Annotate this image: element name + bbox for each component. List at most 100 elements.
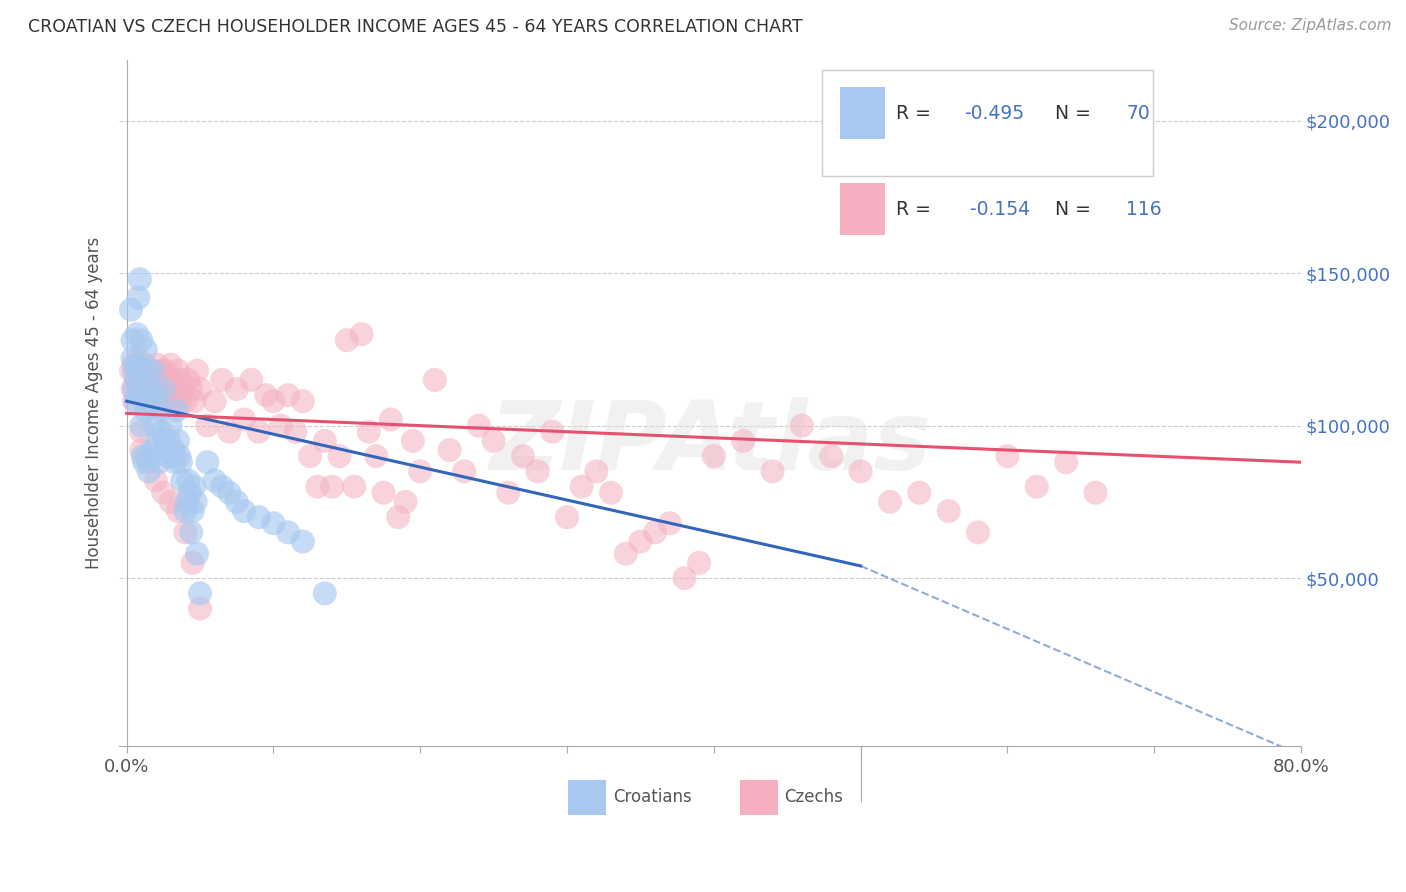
Point	[1054, 455, 1077, 469]
Point	[149, 382, 172, 396]
Point	[138, 464, 160, 478]
Point	[179, 485, 201, 500]
Point	[138, 455, 160, 469]
Point	[136, 394, 159, 409]
Point	[136, 449, 159, 463]
Point	[143, 382, 166, 396]
Point	[938, 504, 960, 518]
Point	[614, 547, 637, 561]
Point	[184, 495, 207, 509]
Point	[180, 382, 202, 396]
Point	[170, 373, 193, 387]
Point	[498, 485, 520, 500]
Point	[136, 364, 159, 378]
Point	[181, 504, 204, 518]
Point	[125, 364, 148, 378]
Point	[571, 480, 593, 494]
Point	[387, 510, 409, 524]
Point	[124, 373, 146, 387]
Point	[160, 382, 183, 396]
FancyBboxPatch shape	[841, 87, 884, 138]
Point	[143, 418, 166, 433]
Point	[159, 418, 181, 433]
Point	[233, 412, 256, 426]
Point	[967, 525, 990, 540]
Point	[122, 364, 145, 378]
Point	[149, 403, 172, 417]
Point	[139, 382, 162, 396]
Point	[254, 388, 277, 402]
Point	[165, 373, 187, 387]
Point	[166, 403, 188, 417]
Point	[127, 291, 149, 305]
Point	[366, 449, 388, 463]
Point	[120, 364, 142, 378]
Point	[159, 358, 181, 372]
Point	[177, 474, 200, 488]
Point	[600, 485, 623, 500]
Point	[134, 455, 156, 469]
Point	[174, 394, 197, 409]
Point	[156, 449, 179, 463]
FancyBboxPatch shape	[740, 780, 778, 814]
Point	[585, 464, 607, 478]
Point	[129, 373, 152, 387]
Point	[299, 449, 322, 463]
Point	[284, 425, 307, 439]
Point	[658, 516, 681, 531]
Point	[247, 425, 270, 439]
Point	[644, 525, 666, 540]
Point	[125, 373, 148, 387]
FancyBboxPatch shape	[568, 780, 606, 814]
Point	[790, 418, 813, 433]
Point	[122, 382, 145, 396]
Point	[135, 358, 157, 372]
Point	[134, 382, 156, 396]
Point	[343, 480, 366, 494]
Point	[125, 327, 148, 342]
Text: -0.495: -0.495	[965, 103, 1025, 122]
Point	[141, 394, 163, 409]
Point	[908, 485, 931, 500]
Text: ZIPAtlas: ZIPAtlas	[489, 398, 931, 491]
Point	[138, 394, 160, 409]
Point	[170, 455, 193, 469]
Point	[128, 388, 150, 402]
Point	[172, 382, 194, 396]
Point	[166, 388, 188, 402]
Point	[555, 510, 578, 524]
Text: Source: ZipAtlas.com: Source: ZipAtlas.com	[1229, 18, 1392, 33]
Point	[211, 480, 233, 494]
Point	[122, 358, 145, 372]
Point	[373, 485, 395, 500]
Point	[225, 495, 247, 509]
Point	[188, 382, 211, 396]
Point	[673, 571, 696, 585]
Point	[176, 495, 198, 509]
Point	[350, 327, 373, 342]
Point	[195, 418, 218, 433]
Point	[145, 474, 167, 488]
Text: R =: R =	[896, 103, 936, 122]
Point	[156, 373, 179, 387]
Point	[167, 434, 190, 448]
Point	[121, 351, 143, 366]
Point	[146, 358, 169, 372]
Point	[128, 382, 150, 396]
Point	[225, 382, 247, 396]
Point	[186, 364, 208, 378]
Point	[628, 534, 651, 549]
Point	[150, 425, 173, 439]
Point	[307, 480, 329, 494]
Point	[204, 394, 226, 409]
Point	[138, 373, 160, 387]
Point	[129, 418, 152, 433]
Point	[703, 449, 725, 463]
Point	[169, 449, 191, 463]
Point	[135, 343, 157, 357]
Point	[314, 434, 336, 448]
Point	[270, 418, 292, 433]
Point	[132, 364, 155, 378]
Point	[188, 601, 211, 615]
Point	[688, 556, 710, 570]
